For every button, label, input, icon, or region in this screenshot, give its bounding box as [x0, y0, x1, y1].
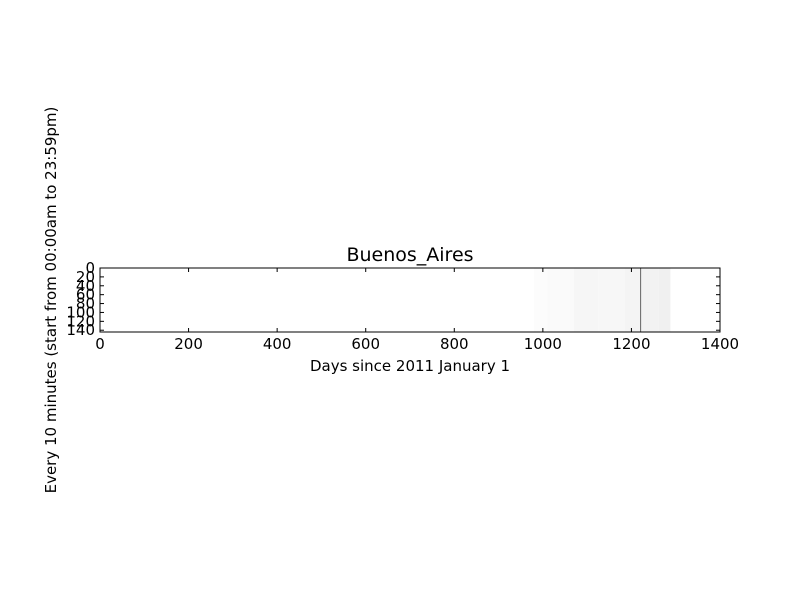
x-tick-label: 800: [440, 335, 469, 353]
x-tick-label: 600: [351, 335, 380, 353]
heatmap-cell-0: [534, 268, 548, 332]
x-tick-label: 1400: [701, 335, 739, 353]
heatmap-cell-4: [624, 268, 641, 332]
x-tick-label: 1200: [612, 335, 650, 353]
plot-area: [99, 267, 721, 333]
x-tick-label: 200: [174, 335, 203, 353]
y-tick-label: 120: [66, 312, 95, 330]
x-axis-label: Days since 2011 January 1: [310, 357, 510, 375]
y-axis-label: Every 10 minutes (start from 00:00am to …: [42, 107, 60, 494]
y-tick-label: 20: [76, 268, 95, 286]
y-tick-label: 100: [66, 303, 95, 321]
heatmap-cell-5: [640, 268, 642, 332]
y-tick-label: 60: [76, 286, 95, 304]
x-axis: 0 200 400 600 800 1000 1200 1400: [95, 268, 739, 353]
axes-frame: [99, 267, 721, 333]
heatmap-cell-3: [598, 268, 625, 332]
heatmap-cell-7: [658, 268, 671, 332]
heatmap-cell-2: [573, 268, 599, 332]
heatmap-cell-1: [547, 268, 574, 332]
y-tick-label: 0: [85, 259, 95, 277]
y-tick-label: 40: [76, 277, 95, 295]
heatmap-cell-6: [641, 268, 659, 332]
x-tick-label: 0: [95, 335, 105, 353]
y-tick-label: 140: [66, 321, 95, 339]
y-tick-label: 80: [76, 295, 95, 313]
x-tick-label: 400: [263, 335, 292, 353]
x-tick-label: 1000: [524, 335, 562, 353]
chart-title: Buenos_Aires: [346, 244, 473, 266]
